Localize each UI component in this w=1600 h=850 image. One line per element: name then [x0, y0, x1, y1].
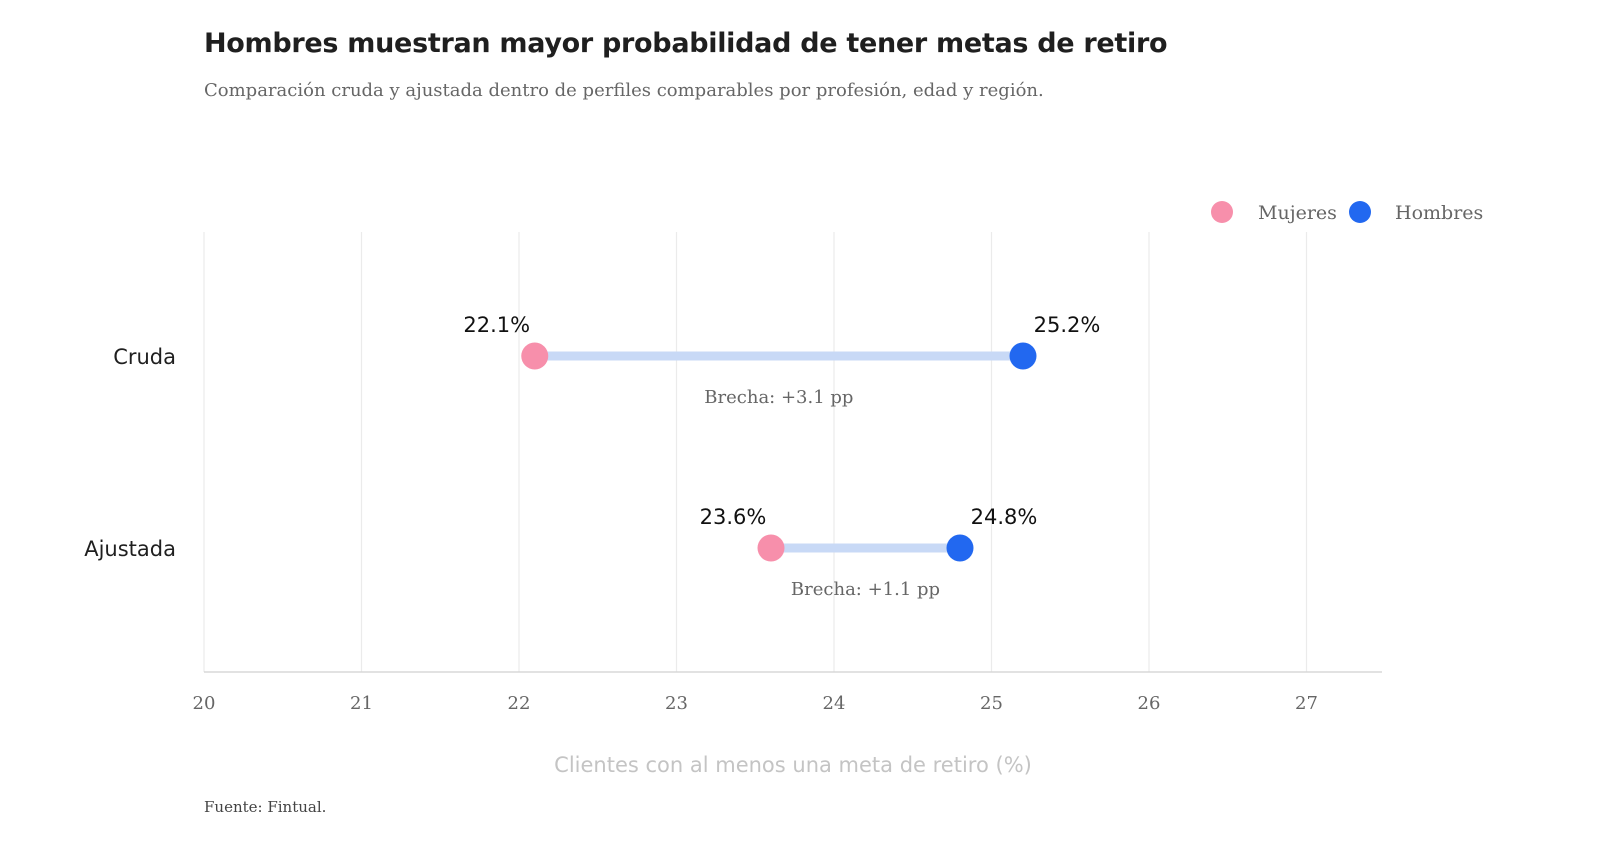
category-label-ajustada: Ajustada: [84, 537, 176, 561]
gap-label-cruda: Brecha: +3.1 pp: [704, 387, 853, 408]
chart-subtitle: Comparación cruda y ajustada dentro de p…: [204, 80, 1044, 101]
legend-swatch-mujeres: [1211, 201, 1233, 223]
category-label-cruda: Cruda: [113, 345, 176, 369]
gap-label-ajustada: Brecha: +1.1 pp: [791, 579, 940, 600]
source-note: Fuente: Fintual.: [204, 798, 327, 816]
legend-label-mujeres: Mujeres: [1258, 202, 1337, 224]
x-tick-label-22: 22: [508, 693, 531, 714]
x-tick-label-24: 24: [823, 693, 846, 714]
value-label-hombres-cruda: 25.2%: [1034, 313, 1101, 337]
chart-title: Hombres muestran mayor probabilidad de t…: [204, 28, 1168, 59]
legend-swatch-hombres: [1349, 201, 1371, 223]
point-hombres-ajustada: [946, 534, 974, 562]
value-label-mujeres-cruda: 22.1%: [463, 313, 530, 337]
point-mujeres-cruda: [521, 342, 549, 370]
x-tick-label-25: 25: [980, 693, 1003, 714]
point-mujeres-ajustada: [757, 534, 785, 562]
x-tick-label-26: 26: [1138, 693, 1161, 714]
value-label-mujeres-ajustada: 23.6%: [700, 505, 767, 529]
point-hombres-cruda: [1009, 342, 1037, 370]
x-tick-label-23: 23: [665, 693, 688, 714]
x-tick-label-21: 21: [350, 693, 373, 714]
x-tick-label-20: 20: [193, 693, 216, 714]
value-label-hombres-ajustada: 24.8%: [971, 505, 1038, 529]
x-tick-label-27: 27: [1295, 693, 1318, 714]
legend-label-hombres: Hombres: [1395, 202, 1483, 224]
x-axis-title: Clientes con al menos una meta de retiro…: [554, 753, 1032, 777]
